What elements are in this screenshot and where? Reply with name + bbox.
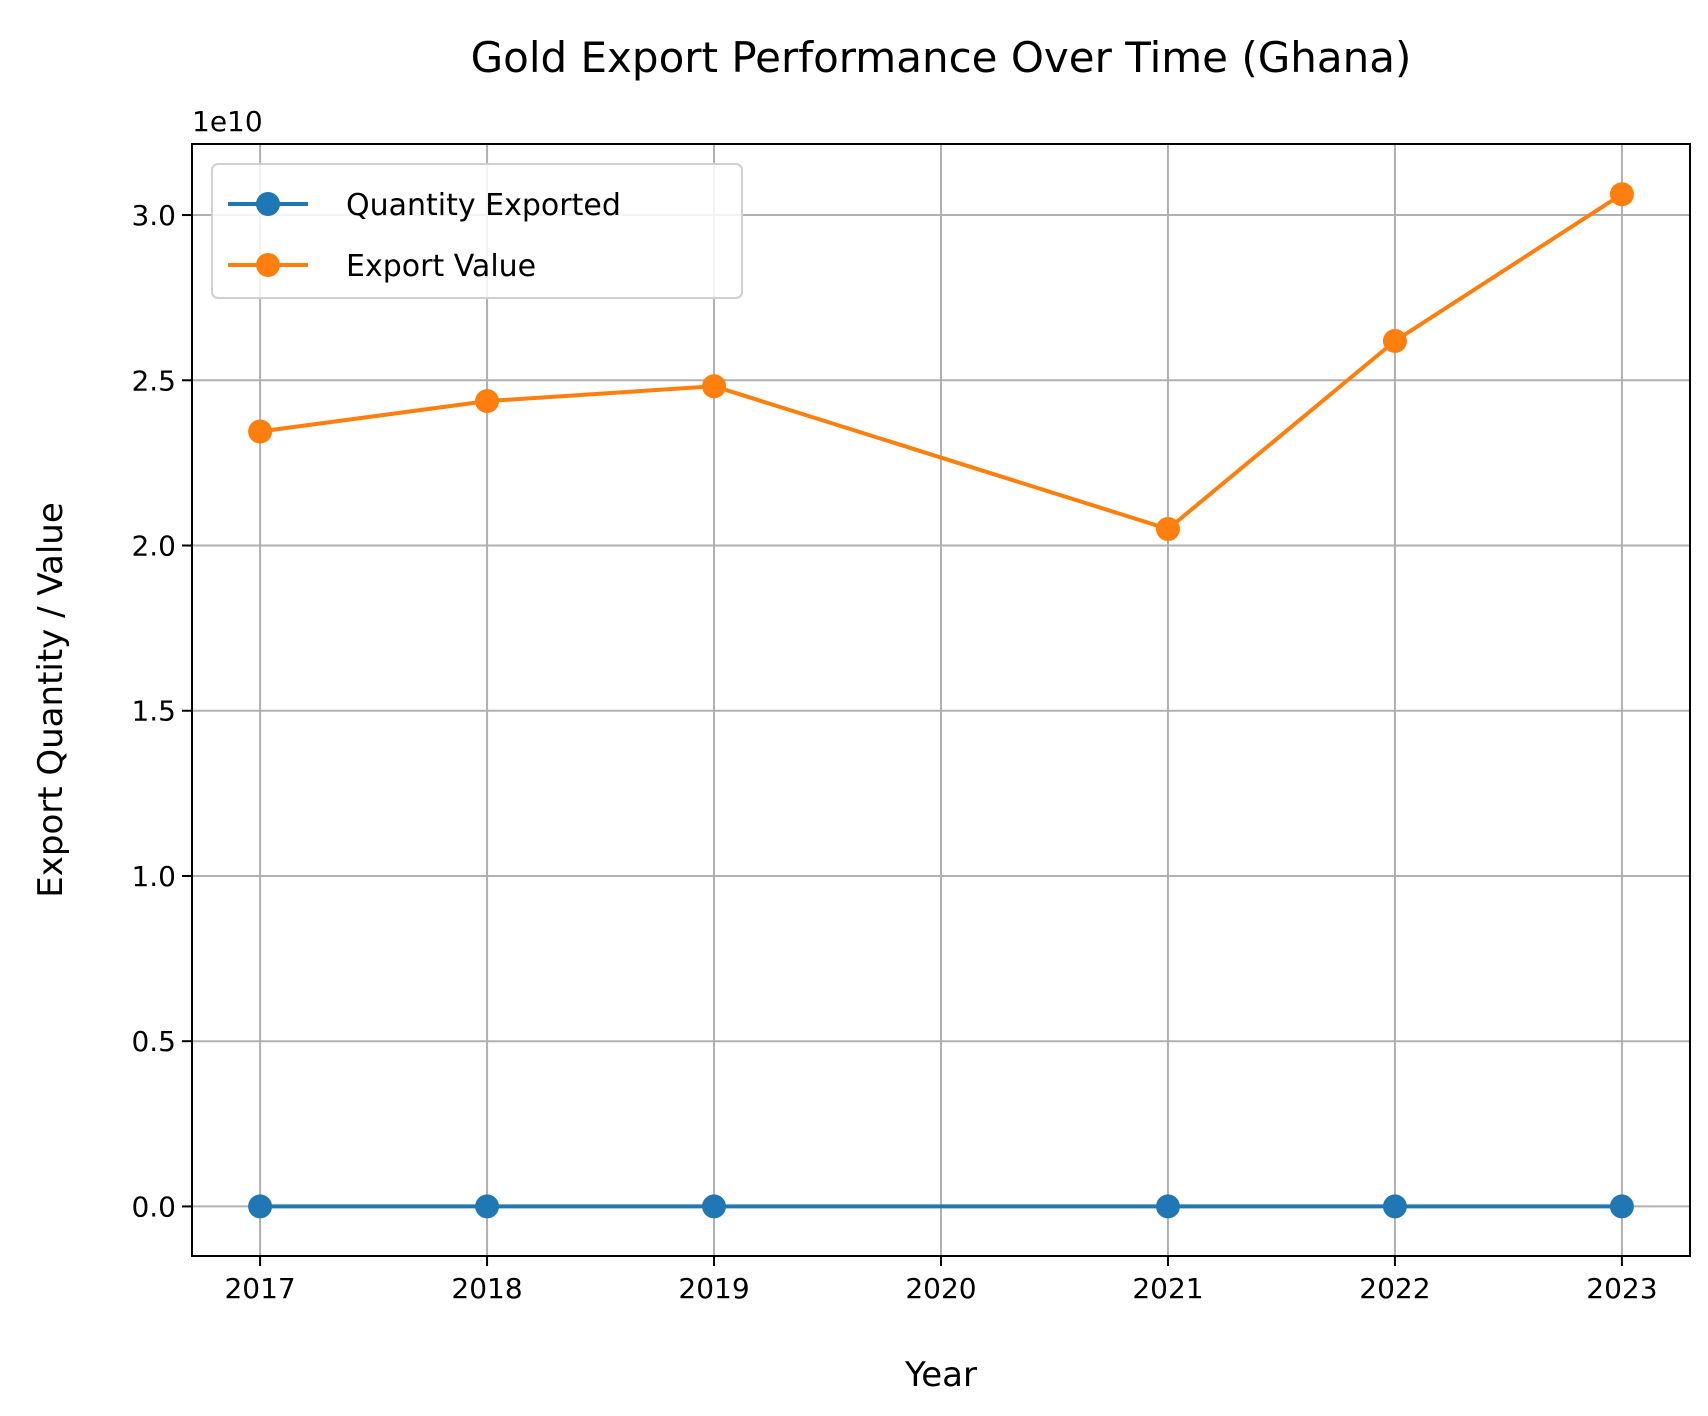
data-point [1609,182,1634,207]
x-axis-label: Year [904,1355,977,1395]
data-point [702,374,727,399]
legend-label-1: Export Value [346,249,536,284]
legend-label-0: Quantity Exported [346,188,621,223]
grid [192,144,1690,1256]
y-tick-label: 1.5 [131,695,176,728]
y-tick-label: 1.0 [131,860,176,893]
data-point [702,1194,727,1219]
x-tick-label: 2019 [678,1272,749,1305]
y-offset-label: 1e10 [192,105,263,138]
ticks: 2017 2018 2019 2020 2021 2022 2023 0.0 0.5 1.0 1.5… [131,199,1657,1305]
data-point [475,389,500,414]
x-tick-label: 2022 [1359,1272,1430,1305]
legend-marker-0 [256,192,280,216]
y-tick-label: 0.5 [131,1025,176,1058]
x-tick-label: 2021 [1132,1272,1203,1305]
data-point [1155,516,1180,541]
series-layer [248,182,1634,1219]
data-point [1382,328,1407,353]
x-tick-label: 2018 [451,1272,522,1305]
data-point [248,1194,273,1219]
x-tick-label: 2020 [905,1272,976,1305]
x-tick-label: 2017 [224,1272,295,1305]
y-axis-label: Export Quantity / Value [31,502,71,897]
y-tick-label: 2.0 [131,530,176,563]
data-point [248,419,273,444]
y-tick-label: 0.0 [131,1190,176,1223]
legend: Quantity Exported Export Value [211,163,743,299]
y-tick-label: 2.5 [131,364,176,397]
data-point [1609,1194,1634,1219]
data-point [1382,1194,1407,1219]
series-line-1 [259,192,1623,531]
legend-marker-1 [256,253,280,277]
legend-box [211,163,743,299]
chart-title: Gold Export Performance Over Time (Ghana… [471,33,1412,82]
data-point [1155,1194,1180,1219]
x-tick-label: 2023 [1586,1272,1657,1305]
data-point [475,1194,500,1219]
y-tick-label: 3.0 [131,199,176,232]
